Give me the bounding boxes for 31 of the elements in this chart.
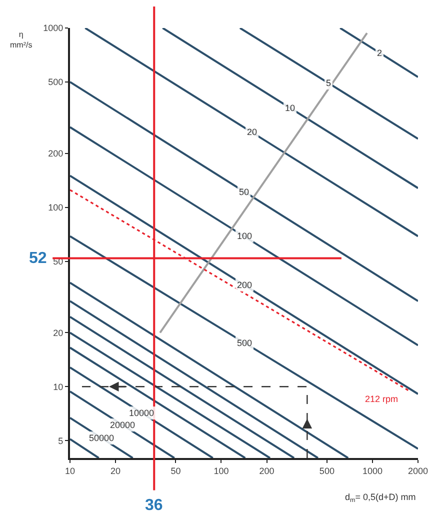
x-tick-label: 50 bbox=[170, 466, 181, 476]
series-label: 5 bbox=[326, 78, 332, 88]
y-tick-label: 200 bbox=[48, 148, 64, 158]
series-label: 200 bbox=[237, 280, 252, 290]
ref-line-label: 52 bbox=[29, 250, 47, 267]
series-label: 20000 bbox=[110, 420, 136, 430]
y-tick-label: 500 bbox=[48, 77, 64, 88]
series-label: 100 bbox=[237, 231, 252, 241]
y-tick-label: 5 bbox=[58, 436, 64, 446]
y-tick-label: 20 bbox=[53, 328, 64, 338]
y-tick-label: 1000 bbox=[43, 23, 64, 34]
series-label: 500 bbox=[237, 338, 252, 348]
x-axis-title: d$_{m}$= 0,5(d+D) mm bbox=[345, 492, 416, 504]
y-tick-label: 100 bbox=[48, 202, 64, 212]
series-label: 50 bbox=[239, 187, 250, 197]
y-axis-title: η mm²/s bbox=[10, 30, 32, 50]
series-label: 50000 bbox=[89, 433, 114, 443]
series-label: 10000 bbox=[129, 408, 154, 418]
series-label: 20 bbox=[247, 127, 258, 137]
x-tick-label: 2000 bbox=[408, 466, 428, 476]
x-tick-label: 1000 bbox=[362, 466, 382, 476]
series-label: 212 rpm bbox=[365, 394, 398, 404]
x-tick-label: 500 bbox=[319, 466, 334, 476]
y-tick-label: 10 bbox=[53, 382, 64, 392]
series-label: 10 bbox=[285, 103, 296, 113]
x-tick-label: 10 bbox=[64, 466, 76, 476]
ref-line-label: 36 bbox=[145, 497, 163, 514]
x-tick-label: 200 bbox=[259, 466, 274, 476]
series-label: 2 bbox=[377, 48, 382, 58]
x-tick-label: 20 bbox=[110, 466, 121, 476]
x-tick-label: 100 bbox=[214, 466, 229, 476]
